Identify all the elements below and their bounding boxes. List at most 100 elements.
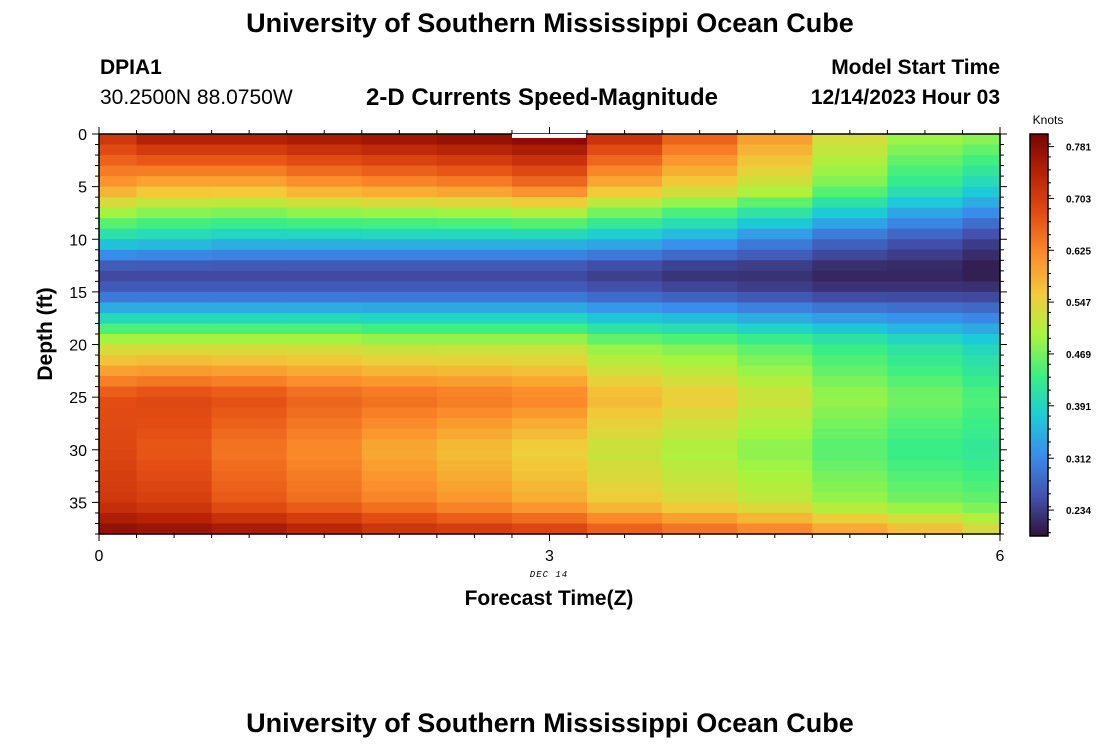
heatmap-cell	[361, 144, 438, 156]
heatmap-cell	[962, 281, 1001, 293]
heatmap-cell	[436, 386, 513, 398]
heatmap-cell	[587, 134, 663, 146]
x-tick-label: 3	[545, 548, 554, 565]
heatmap-cell	[662, 197, 738, 209]
heatmap-cell	[962, 197, 1001, 209]
heatmap-cell	[662, 270, 738, 282]
heatmap-cell	[136, 144, 213, 156]
colorbar-tick-label: 0.469	[1066, 350, 1091, 361]
heatmap-cell	[662, 323, 738, 335]
heatmap-cell	[136, 502, 213, 514]
heatmap-cell	[962, 249, 1001, 261]
y-tick-labels: 0 5 10 15 20 25 30 35	[69, 127, 87, 512]
heatmap-cell	[99, 355, 138, 367]
heatmap-cell	[662, 249, 738, 261]
heatmap-cell	[587, 165, 663, 177]
heatmap-cell	[286, 376, 363, 388]
heatmap-cell	[211, 239, 288, 251]
heatmap-cell	[587, 491, 663, 504]
heatmap-cell	[587, 397, 663, 409]
heatmap-cell	[511, 197, 588, 209]
heatmap-cell	[887, 355, 964, 367]
heatmap-cell	[662, 186, 738, 198]
heatmap-cell	[737, 165, 813, 177]
heatmap-cell	[286, 302, 363, 314]
heatmap-cell	[511, 302, 588, 314]
heatmap-cell	[511, 449, 588, 461]
heatmap-cell	[812, 228, 888, 240]
heatmap-cell	[962, 207, 1001, 219]
heatmap-cell	[511, 523, 588, 535]
heatmap-cell	[211, 407, 288, 419]
heatmap-cell	[286, 165, 363, 177]
heatmap-cell	[587, 281, 663, 293]
heatmap-cell	[812, 291, 888, 304]
heatmap-cell	[887, 291, 964, 304]
chart-title: 2-D Currents Speed-Magnitude	[366, 84, 719, 111]
heatmap-cell	[211, 470, 288, 482]
heatmap-cell	[436, 365, 513, 377]
heatmap-cell	[511, 376, 588, 388]
heatmap-cell	[361, 207, 438, 219]
heatmap-cell	[887, 270, 964, 282]
heatmap-cell	[887, 397, 964, 409]
heatmap-cell	[361, 355, 438, 367]
heatmap-cell	[587, 460, 663, 472]
heatmap-cell	[511, 502, 588, 514]
heatmap-cell	[436, 481, 513, 493]
y-tick-label: 30	[69, 443, 87, 460]
heatmap-cell	[211, 176, 288, 188]
heatmap-cell	[812, 334, 888, 346]
heatmap-cell	[962, 407, 1001, 419]
heatmap-cell	[887, 228, 964, 240]
heatmap-cell	[211, 334, 288, 346]
heatmap-cell	[361, 460, 438, 472]
heatmap-cell	[99, 197, 138, 209]
colorbar	[1029, 133, 1049, 537]
heatmap-cell	[136, 344, 213, 356]
heatmap-cell	[662, 228, 738, 240]
heatmap-cell	[737, 418, 813, 430]
heatmap-cell	[737, 155, 813, 167]
heatmap-cell	[211, 428, 288, 440]
heatmap-cell	[511, 334, 588, 346]
heatmap-cell	[286, 523, 363, 535]
heatmap-cell	[662, 239, 738, 251]
heatmap-cell	[887, 207, 964, 219]
heatmap-cell	[812, 344, 888, 356]
heatmap-cell	[812, 502, 888, 514]
heatmap-cell	[361, 302, 438, 314]
heatmap-cell	[737, 365, 813, 377]
heatmap-cell	[812, 428, 888, 440]
heatmap-cell	[99, 449, 138, 461]
heatmap-cell	[887, 407, 964, 419]
heatmap-cell	[361, 334, 438, 346]
heatmap-cell	[286, 386, 363, 398]
heatmap-cell	[211, 502, 288, 514]
heatmap-cell	[737, 523, 813, 535]
heatmap-cell	[286, 260, 363, 272]
model-start-label: Model Start Time	[831, 56, 1000, 79]
heatmap-cell	[286, 491, 363, 504]
heatmap-cell	[737, 334, 813, 346]
heatmap-cell	[361, 470, 438, 482]
heatmap-cell	[99, 376, 138, 388]
heatmap-cell	[587, 365, 663, 377]
heatmap-cell	[511, 460, 588, 472]
heatmap-cell	[737, 355, 813, 367]
heatmap-cell	[812, 302, 888, 314]
heatmap-cell	[136, 523, 213, 535]
heatmap-cell	[361, 239, 438, 251]
y-tick-label: 10	[69, 232, 87, 249]
heatmap-cell	[136, 365, 213, 377]
heatmap-cell	[211, 344, 288, 356]
heatmap-cell	[962, 186, 1001, 198]
heatmap-cell	[286, 365, 363, 377]
heatmap-cell	[587, 155, 663, 167]
heatmap-cell	[136, 186, 213, 198]
heatmap-cell	[361, 260, 438, 272]
heatmap-cell	[436, 491, 513, 504]
heatmap-cell	[136, 407, 213, 419]
heatmap-cell	[511, 176, 588, 188]
